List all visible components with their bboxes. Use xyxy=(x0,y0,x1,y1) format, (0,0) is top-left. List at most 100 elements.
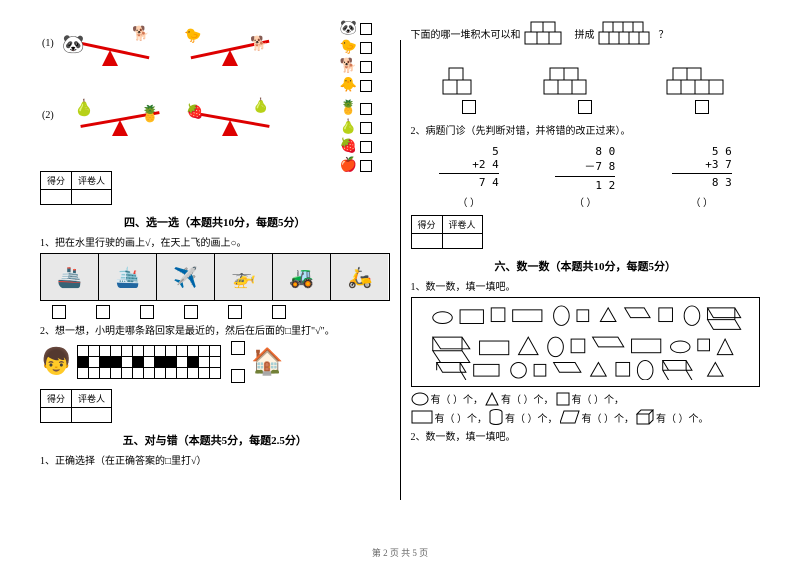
score-label: 得分 xyxy=(41,172,72,190)
grader-cell[interactable] xyxy=(72,408,112,423)
arith-1: 5 +2 4 7 4 xyxy=(439,145,499,192)
vehicle-checkbox-row xyxy=(40,305,390,319)
parallelogram-icon xyxy=(560,410,580,424)
arithmetic-problems: 5 +2 4 7 4 8 0 －7 8 1 2 5 6 +3 7 8 3 xyxy=(411,145,761,192)
checkbox[interactable] xyxy=(231,369,245,383)
panda-icon: 🐼 xyxy=(340,20,357,37)
checkbox[interactable] xyxy=(360,141,372,153)
apple-icon: 🍎 xyxy=(340,157,357,174)
paren[interactable]: （ ） xyxy=(691,194,714,209)
plane-icon: ✈️ xyxy=(157,254,215,300)
helicopter-icon: 🚁 xyxy=(215,254,273,300)
rectangle-icon xyxy=(411,410,433,424)
arith-line: +3 7 xyxy=(672,158,732,171)
circle-icon xyxy=(411,392,429,406)
count-text: 有（ ）个。 xyxy=(656,410,709,425)
checkbox[interactable] xyxy=(695,100,709,114)
arith-line: 7 4 xyxy=(439,176,499,189)
opt-strawberry: 🍓 xyxy=(340,138,390,155)
score-cell[interactable] xyxy=(411,234,442,249)
arith-line: +2 4 xyxy=(439,158,499,171)
grader-cell[interactable] xyxy=(442,234,482,249)
checkbox[interactable] xyxy=(228,305,242,319)
grader-label: 评卷人 xyxy=(72,390,112,408)
arith-rule xyxy=(555,176,615,177)
right-column: 下面的哪一堆积木可以和 拼成 ？ 2、病题门诊（先判断对错，并将错的改正过来）。… xyxy=(401,20,771,540)
count-text: 有（ ）个， xyxy=(435,410,488,425)
blocks-question: 下面的哪一堆积木可以和 拼成 ？ xyxy=(411,20,761,46)
grader-cell[interactable] xyxy=(72,190,112,205)
vehicle-row: 🚢 🛳️ ✈️ 🚁 🚜 🛵 xyxy=(40,253,390,301)
square-icon xyxy=(556,392,570,406)
checkbox[interactable] xyxy=(140,305,154,319)
section-6-title: 六、数一数（本题共10分，每题5分） xyxy=(411,258,761,274)
strawberry-icon: 🍓 xyxy=(340,138,357,155)
grader-label: 评卷人 xyxy=(442,216,482,234)
section-5-title: 五、对与错（本题共5分，每题2.5分） xyxy=(40,432,390,448)
checkbox[interactable] xyxy=(52,305,66,319)
opt-apple: 🍎 xyxy=(340,157,390,174)
paren[interactable]: （ ） xyxy=(574,194,597,209)
count-text: 有（ ）个， xyxy=(582,410,635,425)
block-opt-3 xyxy=(663,56,733,96)
triangle-icon xyxy=(485,392,499,406)
arith-line: 5 6 xyxy=(672,145,732,158)
count-text: 有（ ）个， xyxy=(572,391,625,406)
boat-icon: 🛳️ xyxy=(99,254,157,300)
scooter-icon: 🛵 xyxy=(331,254,388,300)
checkbox[interactable] xyxy=(360,61,372,73)
opt-pineapple: 🍍 xyxy=(340,100,390,117)
paren[interactable]: （ ） xyxy=(458,194,481,209)
checkbox[interactable] xyxy=(360,80,372,92)
score-box-5: 得分评卷人 xyxy=(40,389,112,423)
count-text: 有（ ）个， xyxy=(431,391,484,406)
arith-rule xyxy=(672,173,732,174)
blocks-text-1: 下面的哪一堆积木可以和 xyxy=(411,26,521,41)
roller-icon: 🚜 xyxy=(273,254,331,300)
score-cell[interactable] xyxy=(41,190,72,205)
page-footer: 第 2 页 共 5 页 xyxy=(0,546,800,559)
checkbox[interactable] xyxy=(360,103,372,115)
maze-answer-boxes xyxy=(231,341,245,383)
checkbox[interactable] xyxy=(360,122,372,134)
option-column: 🐼 🐤 🐕 🐥 🍍 🍐 🍓 🍎 xyxy=(340,20,390,176)
checkbox[interactable] xyxy=(231,341,245,355)
count-row-2: 有（ ）个， 有（ ）个， 有（ ）个， 有（ ）个。 xyxy=(411,409,761,425)
grader-label: 评卷人 xyxy=(72,172,112,190)
score-box-4: 得分评卷人 xyxy=(40,171,112,205)
count-text: 有（ ）个， xyxy=(505,410,558,425)
checkbox[interactable] xyxy=(272,305,286,319)
score-box-6: 得分评卷人 xyxy=(411,215,483,249)
sec6-q1: 1、数一数，填一填吧。 xyxy=(411,278,761,293)
checkbox[interactable] xyxy=(360,23,372,35)
label-2: (2) xyxy=(42,110,54,121)
boy-icon: 👦 xyxy=(40,347,72,377)
arith-line: 5 xyxy=(439,145,499,158)
chick-icon: 🐤 xyxy=(340,39,357,56)
house-icon: 🏠 xyxy=(251,347,283,377)
sec6-q2: 2、数一数，填一填吧。 xyxy=(411,428,761,443)
section-4-title: 四、选一选（本题共10分，每题5分） xyxy=(40,214,390,230)
label-1: (1) xyxy=(42,38,54,49)
checkbox[interactable] xyxy=(184,305,198,319)
checkbox[interactable] xyxy=(360,42,372,54)
checkbox[interactable] xyxy=(578,100,592,114)
blocks-target-1 xyxy=(523,20,573,46)
checkbox[interactable] xyxy=(360,160,372,172)
arith-line: 1 2 xyxy=(555,179,615,192)
blocks-text-2: 拼成 xyxy=(575,26,595,41)
pineapple-icon: 🍍 xyxy=(340,100,357,117)
checkbox[interactable] xyxy=(462,100,476,114)
left-column: (1) (2) 🐼 🐕 🐤 🐕 🍐 🍍 xyxy=(30,20,400,540)
arith-line: 8 0 xyxy=(555,145,615,158)
paren-row: （ ） （ ） （ ） xyxy=(411,194,761,209)
count-row-1: 有（ ）个， 有（ ）个， 有（ ）个， xyxy=(411,391,761,406)
sec4-q2: 2、想一想，小明走哪条路回家是最近的，然后在后面的□里打"√"。 xyxy=(40,322,390,337)
arith-2: 8 0 －7 8 1 2 xyxy=(555,145,615,192)
score-cell[interactable] xyxy=(41,408,72,423)
checkbox[interactable] xyxy=(96,305,110,319)
opt-dog: 🐕 xyxy=(340,58,390,75)
count-text: 有（ ）个， xyxy=(501,391,554,406)
block-options xyxy=(411,56,761,96)
cuboid-icon xyxy=(636,409,654,425)
